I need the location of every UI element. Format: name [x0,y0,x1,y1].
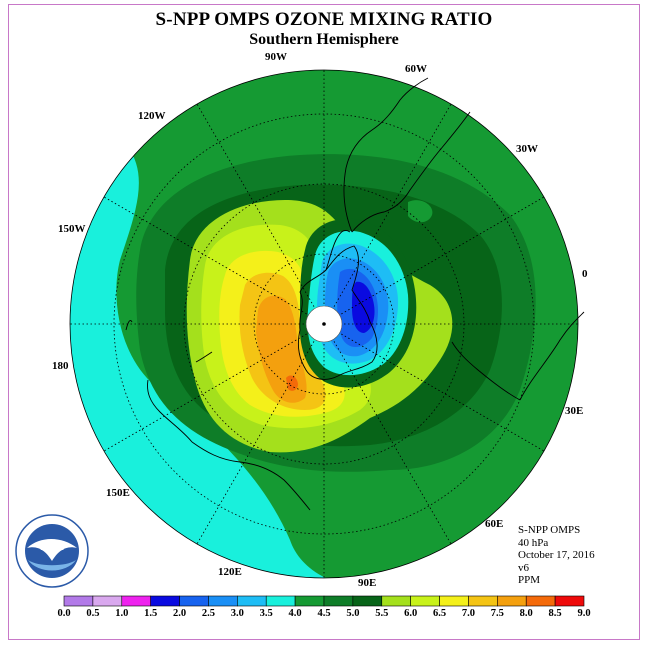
color-scale-swatch [468,595,498,607]
color-scale-swatch [525,595,556,607]
color-scale-swatch [150,595,180,607]
color-scale-swatch [63,595,94,607]
color-scale-tick-label: 6.5 [433,608,447,619]
new-zealand-coast [125,319,213,363]
color-scale-tick-label: 4.0 [288,608,302,619]
logo-bird-shape [27,539,77,561]
band-8-0-to-8-5 [286,375,298,391]
longitude-label: 180 [52,360,69,372]
info-units: PPM [518,574,541,587]
info-date: October 17, 2016 [518,549,595,562]
longitude-label: 30W [516,143,538,155]
info-pressure-level: 40 hPa [518,536,549,549]
longitude-label: 120W [138,110,166,122]
south-america-coast [343,77,471,233]
color-scale-swatch [497,595,527,607]
image-frame [8,4,640,640]
color-scale-swatch [265,595,296,607]
color-scale-tick-label: 7.5 [490,608,504,619]
color-scale-tick-label: 2.0 [173,608,187,619]
longitude-label: 150E [106,487,130,499]
color-scale-tick-label: 5.0 [346,608,360,619]
color-scale-tick-label: 1.5 [144,608,158,619]
longitude-label: 0 [582,268,588,280]
color-scale-swatch [554,595,585,607]
color-scale-tick-label: 9.0 [577,608,591,619]
color-scale-swatch [294,595,325,607]
color-scale-swatch [121,595,151,607]
coastlines [125,77,585,511]
longitude-label: 90W [265,51,287,63]
longitude-label: 150W [58,223,86,235]
color-scale-tick-label: 7.0 [461,608,475,619]
page-title: S-NPP OMPS OZONE MIXING RATIO [155,9,493,30]
color-scale-swatch [439,595,469,607]
info-version: v6 [518,561,529,574]
color-scale-tick-label: 1.0 [115,608,129,619]
australia-coast [147,379,311,511]
info-instrument: S-NPP OMPS [518,524,581,536]
color-scale-swatch [237,595,267,607]
color-scale-tick-label: 5.5 [375,608,389,619]
color-scale-swatch [410,595,440,607]
color-scale-tick-label: 0.5 [86,608,100,619]
color-scale-tick-label: 0.0 [57,608,71,619]
longitude-label: 120E [218,566,242,578]
color-scale-swatch [381,595,411,607]
longitude-label: 60W [405,63,427,75]
noaa-logo: NOAA [15,514,89,588]
longitude-label: 60E [485,518,504,530]
hemisphere-boundary [69,69,579,579]
color-scale-tick-label: 3.5 [259,608,273,619]
map-info-panel: S-NPP OMPS 40 hPa October 17, 2016 v6 PP… [518,524,595,587]
latitude-circle-20s [113,113,535,535]
longitude-label: 90E [358,577,377,589]
color-scale-tick-label: 3.0 [230,608,244,619]
color-scale-swatch [179,595,209,607]
longitude-label: 30E [565,405,584,417]
color-scale-tick-label: 6.0 [404,608,418,619]
color-scale-tick-label: 8.0 [519,608,533,619]
south-pole-marker [322,322,326,326]
logo-lower-wave [28,560,76,571]
color-scale-swatch [352,595,383,607]
color-scale-swatch [323,595,354,607]
color-scale-tick-label: 4.5 [317,608,331,619]
logo-text: NOAA [40,543,64,552]
page-subtitle: Southern Hemisphere [249,31,399,48]
color-scale-swatch [92,595,123,607]
color-scale-tick-label: 8.5 [548,608,562,619]
antarctic-peninsula-coast [325,229,351,271]
antarctica-coast [297,245,378,380]
color-scale-tick-label: 2.5 [201,608,215,619]
color-scale-swatch [208,595,238,607]
latitude-circle-60s [253,253,395,395]
